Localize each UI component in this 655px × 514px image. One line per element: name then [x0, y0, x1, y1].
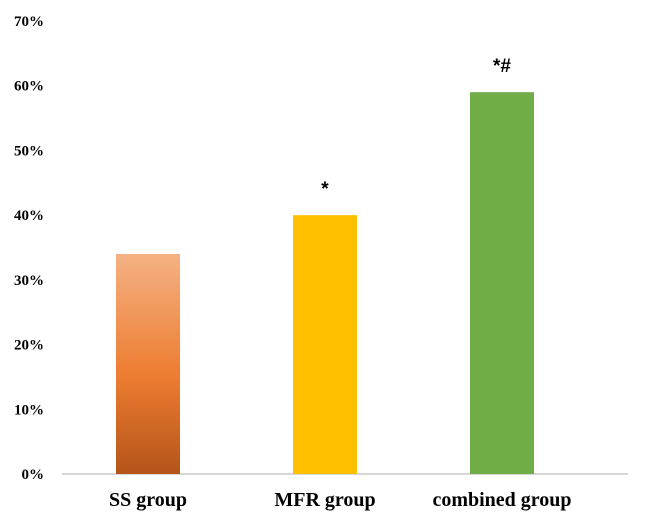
y-tick-label: 20% — [14, 338, 44, 354]
y-tick-label: 60% — [14, 79, 44, 95]
y-tick-label: 10% — [14, 402, 44, 418]
bar-annotations: * *# — [321, 56, 511, 200]
bars — [116, 92, 534, 474]
y-tick-label: 30% — [14, 273, 44, 289]
bar-combined-group — [470, 92, 534, 474]
x-axis-category-labels: SS group MFR group combined group — [109, 489, 572, 511]
bar-mfr-group — [293, 215, 357, 474]
x-category-label: MFR group — [274, 489, 375, 511]
bar-ss-group — [116, 253, 180, 474]
y-axis-tick-labels: 0% 10% 20% 30% 40% 50% 60% 70% — [14, 14, 44, 483]
x-category-label: combined group — [432, 489, 571, 511]
significance-marker: * — [321, 179, 329, 200]
y-tick-label: 50% — [14, 143, 44, 159]
significance-marker: *# — [493, 56, 511, 77]
y-tick-label: 0% — [22, 467, 45, 483]
x-category-label: SS group — [109, 489, 187, 511]
y-tick-label: 70% — [14, 14, 44, 30]
y-tick-label: 40% — [14, 208, 44, 224]
